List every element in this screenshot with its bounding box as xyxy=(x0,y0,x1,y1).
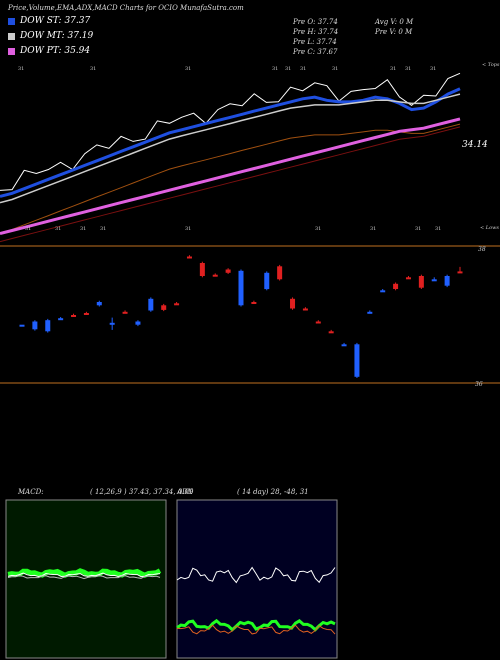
low-mark: 31 xyxy=(80,226,86,232)
candle-body xyxy=(431,279,437,282)
top-mark: 31 xyxy=(18,66,24,72)
candle-body xyxy=(393,283,399,289)
candle-body xyxy=(380,290,386,293)
candle-body xyxy=(251,302,257,304)
ohlc-avg-vol: Avg V: 0 M xyxy=(375,18,414,26)
macd-title: MACD: xyxy=(18,488,44,496)
candle-panel xyxy=(19,255,463,378)
long-term-guide-line xyxy=(0,126,461,243)
top-mark: 31 xyxy=(405,66,411,72)
candle-body xyxy=(290,298,296,309)
legend-dow-pt: DOW PT: 35.94 xyxy=(8,46,90,56)
candle-body xyxy=(45,320,51,332)
adx-values: ( 14 day) 28, -48, 31 xyxy=(237,488,309,496)
candle-body xyxy=(174,303,180,306)
low-mark: 31 xyxy=(100,226,106,232)
ohlc-close: Pre C: 37.67 xyxy=(293,48,338,56)
top-mark: 31 xyxy=(300,66,306,72)
ema-brown-line xyxy=(0,123,461,234)
legend-dow-mt: DOW MT: 37.19 xyxy=(8,31,93,41)
candle-body xyxy=(457,271,463,274)
top-mark: 31 xyxy=(332,66,338,72)
legend-swatch-pt xyxy=(8,47,15,55)
candle-body xyxy=(444,276,450,286)
ohlc-open: Pre O: 37.74 xyxy=(293,18,338,26)
candle-body xyxy=(161,305,167,310)
adx-plus-di-line xyxy=(176,618,336,632)
low-mark: 31 xyxy=(370,226,376,232)
candle-body xyxy=(58,318,64,321)
candle-body xyxy=(405,277,411,280)
ohlc-pre-vol: Pre V: 0 M xyxy=(375,28,413,36)
candle-body xyxy=(418,276,424,288)
top-mark: 31 xyxy=(272,66,278,72)
tops-label: < Tops xyxy=(482,62,500,68)
candle-body xyxy=(328,331,334,334)
ohlc-high: Pre H: 37.74 xyxy=(293,28,339,36)
candle-body xyxy=(32,321,38,330)
low-mark: 31 xyxy=(185,226,191,232)
low-mark: 31 xyxy=(315,226,321,232)
top-mark: 31 xyxy=(90,66,96,72)
candle-body xyxy=(277,266,283,280)
candle-body xyxy=(83,313,89,315)
macd-panel xyxy=(5,499,167,659)
candle-body xyxy=(109,322,115,325)
candle-top-label: 38 xyxy=(478,246,486,253)
candle-bottom-label: 36 xyxy=(475,381,483,388)
candle-body xyxy=(238,270,244,306)
candle-body xyxy=(315,321,321,324)
legend-label-pt: DOW PT: 35.94 xyxy=(20,46,91,56)
top-mark: 31 xyxy=(185,66,191,72)
indicator-panels xyxy=(5,499,338,659)
macd-histogram xyxy=(7,568,162,578)
candle-body xyxy=(212,274,218,277)
legend-swatch-st xyxy=(8,17,15,25)
top-mark: 31 xyxy=(390,66,396,72)
candle-body xyxy=(341,344,347,347)
price-value-label: 34.14 xyxy=(462,140,488,150)
legend-dow-st: DOW ST: 37.37 xyxy=(8,16,90,26)
lows-label: < Lows xyxy=(480,225,499,231)
legend-label-mt: DOW MT: 37.19 xyxy=(20,31,94,41)
candle-body xyxy=(199,263,205,276)
price-line xyxy=(0,72,461,191)
series-dow-pt xyxy=(0,117,461,236)
top-mark: 31 xyxy=(430,66,436,72)
candle-body xyxy=(264,272,270,290)
candle-body xyxy=(354,344,360,377)
ohlc-low: Pre L: 37.74 xyxy=(293,38,337,46)
candle-body xyxy=(122,311,128,314)
candle-body xyxy=(225,269,231,273)
price-panel: 31 31 31 31 31 31 31 31 31 31 31 31 31 31 31 31 31 31 31 xyxy=(0,66,461,243)
candle-body xyxy=(186,256,192,259)
series-dow-st xyxy=(0,87,461,198)
low-mark: 31 xyxy=(55,226,61,232)
adx-line xyxy=(176,566,336,584)
low-mark: 31 xyxy=(415,226,421,232)
candle-body xyxy=(302,308,308,311)
macd-values: ( 12,26,9 ) 37.43, 37.34, 0.09 xyxy=(90,488,194,496)
series-dow-mt xyxy=(0,93,461,204)
low-mark: 31 xyxy=(435,226,441,232)
macd-line xyxy=(7,572,161,578)
legend-label-st: DOW ST: 37.37 xyxy=(20,16,91,26)
adx-minus-di-line xyxy=(176,624,336,635)
chart-title: Price,Volume,EMA,ADX,MACD Charts for OCI… xyxy=(8,4,244,12)
candle-body xyxy=(148,298,154,311)
candle-body xyxy=(71,315,77,317)
candle-body xyxy=(135,321,141,325)
adx-title: ADX xyxy=(177,488,193,496)
low-mark: 31 xyxy=(25,226,31,232)
legend-swatch-mt xyxy=(8,32,15,40)
macd-signal-line xyxy=(7,575,161,580)
adx-panel xyxy=(176,499,338,659)
candle-body xyxy=(19,324,25,327)
candle-body xyxy=(367,311,373,314)
top-mark: 31 xyxy=(285,66,291,72)
candle-body xyxy=(96,302,102,306)
